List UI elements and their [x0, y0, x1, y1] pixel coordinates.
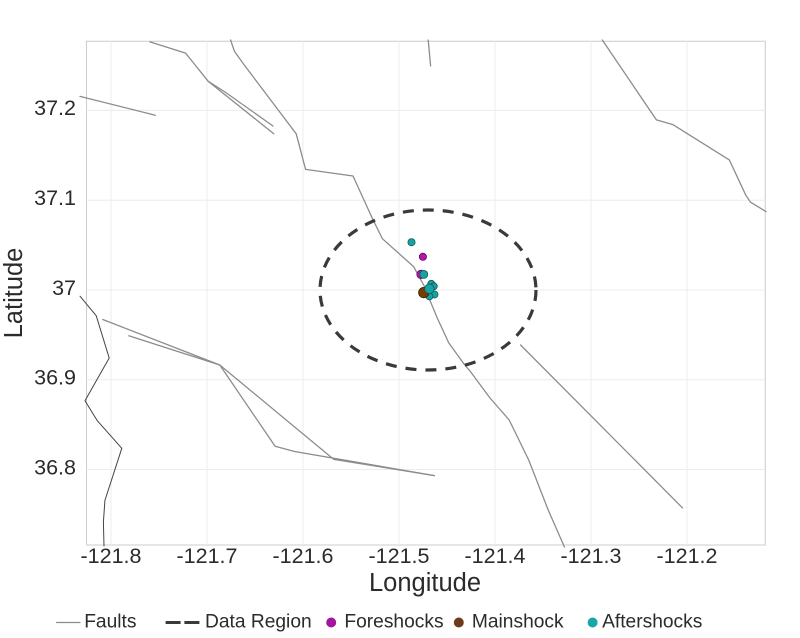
svg-text:Foreshocks: Foreshocks	[344, 612, 443, 633]
svg-text:-121.8: -121.8	[81, 544, 142, 568]
svg-text:Aftershocks: Aftershocks	[602, 612, 702, 633]
svg-text:37: 37	[52, 276, 76, 300]
svg-text:-121.7: -121.7	[177, 544, 238, 568]
svg-text:Data Region: Data Region	[205, 612, 312, 633]
svg-text:-121.2: -121.2	[657, 544, 718, 568]
svg-text:-121.3: -121.3	[561, 544, 622, 568]
svg-text:37.1: 37.1	[34, 186, 76, 210]
svg-text:Longitude: Longitude	[369, 569, 481, 597]
svg-text:37.2: 37.2	[34, 96, 76, 120]
svg-text:Mainshock: Mainshock	[472, 612, 564, 633]
svg-text:36.9: 36.9	[34, 366, 76, 390]
svg-text:-121.5: -121.5	[369, 544, 430, 568]
svg-text:-121.4: -121.4	[465, 544, 526, 568]
svg-text:36.8: 36.8	[34, 455, 76, 479]
svg-text:Faults: Faults	[84, 612, 136, 633]
svg-text:-121.6: -121.6	[273, 544, 334, 568]
svg-text:Latitude: Latitude	[0, 248, 28, 339]
